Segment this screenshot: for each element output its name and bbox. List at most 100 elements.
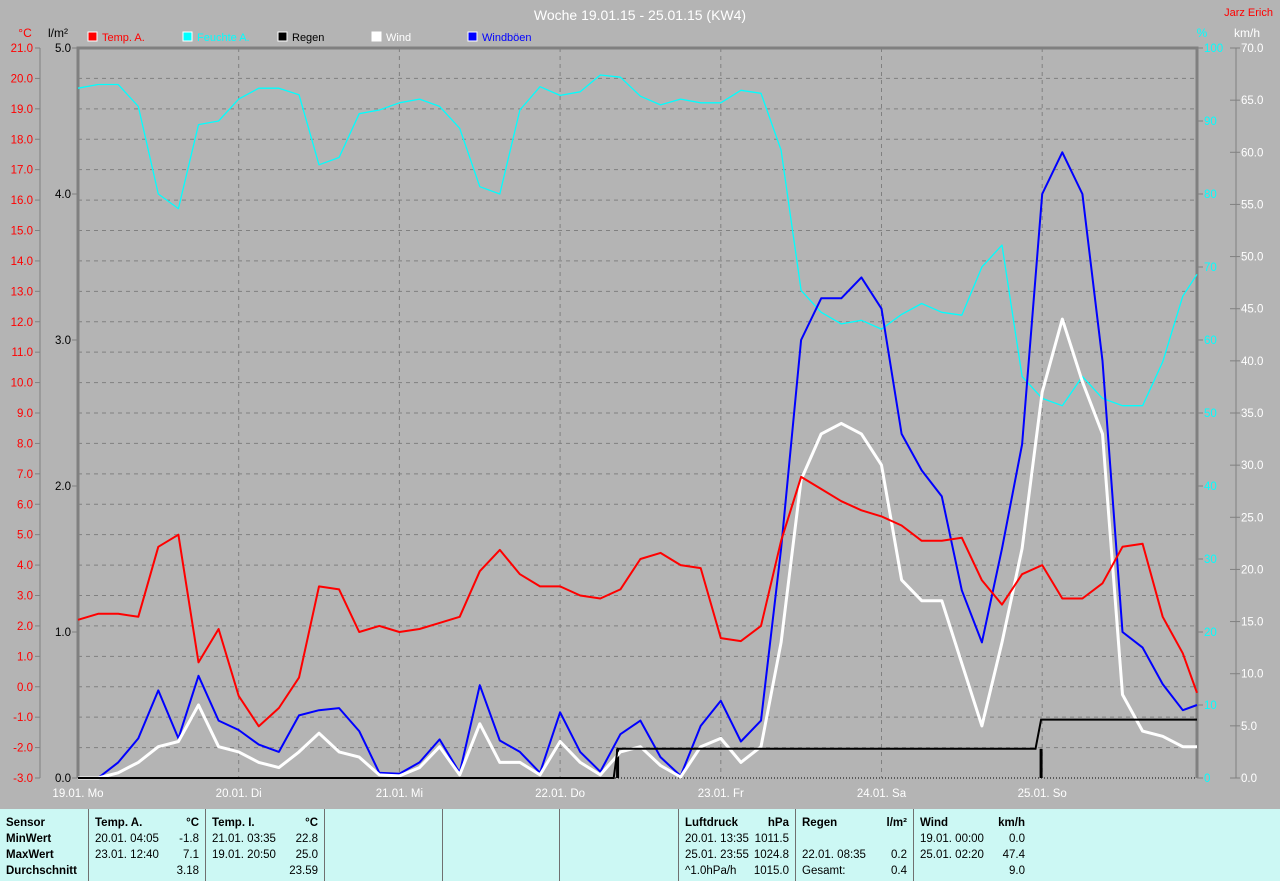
humidity-tick-label: 30 — [1204, 554, 1217, 566]
legend-swatch — [371, 31, 382, 42]
temp-tick-label: 0.0 — [17, 682, 33, 694]
temp-tick-label: 9.0 — [17, 408, 33, 420]
rain-tick-label: 0.0 — [55, 773, 71, 785]
temp-tick-label: 7.0 — [17, 469, 33, 481]
x-tick-label: 24.01. Sa — [857, 788, 907, 800]
temp-tick-label: -2.0 — [13, 743, 33, 755]
stats-panel: Sensor MinWert MaxWert Durchschnitt Temp… — [0, 809, 1280, 881]
wind-axis-unit: km/h — [1234, 26, 1260, 40]
temp-tick-label: -3.0 — [13, 773, 33, 785]
humidity-tick-label: 50 — [1204, 408, 1217, 420]
series-line-wind — [78, 317, 1197, 780]
grid — [78, 48, 1197, 778]
rain-max: 0.2 — [891, 849, 907, 861]
wind-tick-label: 20.0 — [1241, 564, 1263, 576]
humidity-tick-label: 60 — [1204, 335, 1217, 347]
series-line-temp-a- — [77, 475, 1198, 728]
temp-i-max: 25.0 — [295, 849, 318, 861]
wind-tick-label: 35.0 — [1241, 408, 1263, 420]
temp-tick-label: 18.0 — [11, 134, 33, 146]
legend-swatch — [182, 31, 193, 42]
x-tick-label: 21.01. Mi — [376, 788, 423, 800]
wind-min: 0.0 — [1009, 833, 1025, 845]
temp-a-avg: 3.18 — [176, 865, 199, 877]
wind-tick-label: 65.0 — [1241, 95, 1263, 107]
stats-empty-column — [324, 809, 442, 881]
temp-i-min-time: 21.01. 03:35 — [212, 833, 276, 845]
legend-swatch — [87, 31, 98, 42]
temp-a-min-time: 20.01. 04:05 — [95, 833, 159, 845]
legend-label: Temp. A. — [102, 32, 145, 44]
wind-tick-label: 50.0 — [1241, 252, 1263, 264]
temp-i-title: Temp. I. — [212, 817, 255, 829]
temp-tick-label: 17.0 — [11, 165, 33, 177]
stats-pressure-column: Luftdruck hPa 20.01. 13:35 1011.5 25.01. 2… — [678, 809, 795, 881]
temp-tick-label: 21.0 — [11, 43, 33, 55]
temp-tick-label: 11.0 — [11, 347, 33, 359]
temp-tick-label: 14.0 — [11, 256, 33, 268]
temp-tick-label: -1.0 — [13, 712, 33, 724]
rain-axis-unit: l/m² — [48, 26, 68, 40]
temp-i-min: 22.8 — [295, 833, 318, 845]
temp-a-unit: °C — [186, 817, 199, 829]
legend: Temp. A. Feuchte A. Regen Wind Windböen — [87, 31, 532, 44]
temp-tick-label: 5.0 — [17, 530, 33, 542]
author-label: Jarz Erich — [1224, 7, 1273, 19]
temp-a-min: -1.8 — [179, 833, 199, 845]
wind-tick-label: 15.0 — [1241, 617, 1263, 629]
wind-tick-label: 70.0 — [1241, 43, 1263, 55]
rain-total-label: Gesamt: — [802, 865, 846, 877]
temp-tick-label: 1.0 — [17, 651, 33, 663]
plot-frame — [76, 46, 1199, 778]
temp-tick-label: 8.0 — [17, 438, 33, 450]
series-line-regen — [78, 718, 1197, 779]
temp-a-title: Temp. A. — [95, 817, 143, 829]
temp-tick-label: 13.0 — [11, 286, 33, 298]
stats-min-label: MinWert — [6, 833, 52, 845]
pressure-min: 1011.5 — [754, 833, 789, 845]
temp-i-avg: 23.59 — [289, 865, 318, 877]
humidity-tick-label: 80 — [1204, 189, 1217, 201]
x-tick-label: 23.01. Fr — [698, 788, 744, 800]
x-tick-label: 22.01. Do — [535, 788, 585, 800]
stats-labels-column: Sensor MinWert MaxWert Durchschnitt — [0, 809, 88, 881]
temp-tick-label: 20.0 — [11, 73, 33, 85]
humidity-tick-label: 0 — [1204, 773, 1210, 785]
rain-title: Regen — [802, 817, 838, 829]
stats-max-label: MaxWert — [6, 849, 54, 861]
temp-i-max-time: 19.01. 20:50 — [212, 849, 276, 861]
wind-tick-label: 25.0 — [1241, 512, 1263, 524]
stats-header-label: Sensor — [6, 817, 45, 829]
legend-swatch — [277, 31, 288, 42]
pressure-title: Luftdruck — [685, 817, 739, 829]
wind-title: Wind — [920, 817, 948, 829]
legend-label: Feuchte A. — [197, 32, 250, 44]
wind-min-time: 19.01. 00:00 — [920, 833, 984, 845]
chart-title: Woche 19.01.15 - 25.01.15 (KW4) — [534, 7, 746, 23]
legend-label: Wind — [386, 32, 411, 44]
wind-unit: km/h — [998, 817, 1025, 829]
temp-tick-label: 19.0 — [11, 104, 33, 116]
wind-tick-label: 55.0 — [1241, 199, 1263, 211]
stats-empty-column — [442, 809, 559, 881]
series-line-windböen — [78, 151, 1198, 779]
wind-avg: 9.0 — [1009, 865, 1025, 877]
temp-tick-label: 6.0 — [17, 499, 33, 511]
temp-tick-label: 4.0 — [17, 560, 33, 572]
temp-tick-label: 3.0 — [17, 591, 33, 603]
temp-a-max: 7.1 — [183, 849, 199, 861]
wind-tick-label: 45.0 — [1241, 304, 1263, 316]
temp-i-unit: °C — [305, 817, 318, 829]
pressure-unit: hPa — [767, 817, 789, 829]
rain-tick-label: 3.0 — [55, 335, 71, 347]
series-line-feuchte-a- — [77, 74, 1198, 407]
x-tick-label: 19.01. Mo — [52, 788, 103, 800]
weather-chart: Woche 19.01.15 - 25.01.15 (KW4) Jarz Eri… — [11, 7, 1273, 800]
temp-axis-unit: °C — [18, 26, 32, 40]
temp-tick-label: 12.0 — [11, 317, 33, 329]
x-tick-label: 25.01. So — [1018, 788, 1067, 800]
humidity-tick-label: 90 — [1204, 116, 1217, 128]
rain-tick-label: 1.0 — [55, 627, 71, 639]
rain-total: 0.4 — [891, 865, 907, 877]
humidity-tick-label: 70 — [1204, 262, 1217, 274]
